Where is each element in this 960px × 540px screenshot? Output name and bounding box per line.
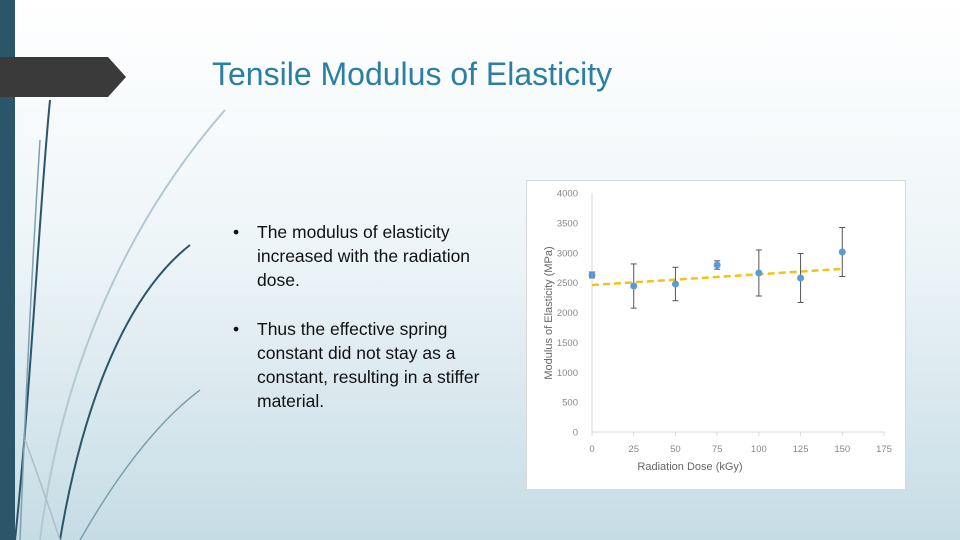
- title-arrow: [0, 57, 126, 97]
- point: [671, 280, 679, 288]
- x-tick-label: 75: [712, 444, 723, 455]
- y-tick-label: 500: [562, 398, 578, 409]
- x-axis-label: Radiation Dose (kGy): [637, 461, 742, 473]
- y-tick-label: 2000: [557, 308, 578, 319]
- y-axis-label: Modulus of Elasticity (MPa): [543, 246, 555, 379]
- x-tick-label: 100: [751, 444, 767, 455]
- x-tick-label: 150: [834, 444, 850, 455]
- deco-line: [19, 139, 41, 540]
- deco-line: [24, 439, 61, 540]
- y-tick-label: 0: [573, 428, 578, 439]
- deco-line: [59, 244, 191, 540]
- point: [797, 274, 805, 282]
- x-tick-label: 125: [793, 444, 809, 455]
- y-tick-label: 3000: [557, 248, 578, 259]
- y-tick-label: 2500: [557, 278, 578, 289]
- point: [713, 261, 721, 269]
- deco-line: [14, 99, 51, 540]
- slide-title: Tensile Modulus of Elasticity: [212, 56, 613, 92]
- y-tick-label: 1500: [557, 338, 578, 349]
- y-tick-label: 1000: [557, 368, 578, 379]
- deco-line: [79, 389, 201, 540]
- y-tick-label: 3500: [557, 218, 578, 229]
- x-tick-label: 0: [589, 444, 594, 455]
- point: [630, 282, 638, 290]
- x-tick-label: 50: [670, 444, 681, 455]
- bullet: The modulus of elasticity increased with…: [233, 220, 505, 292]
- x-tick-label: 25: [628, 444, 639, 455]
- side-strip: [0, 0, 15, 540]
- point: [755, 269, 763, 277]
- y-tick-label: 4000: [557, 189, 578, 200]
- bullet: Thus the effective spring constant did n…: [233, 317, 505, 413]
- point: [838, 248, 846, 256]
- point: [588, 271, 596, 279]
- x-tick-label: 175: [876, 444, 892, 455]
- deco-line: [39, 109, 226, 540]
- chart: Radiation Dose (kGy) Modulus of Elastici…: [526, 180, 906, 490]
